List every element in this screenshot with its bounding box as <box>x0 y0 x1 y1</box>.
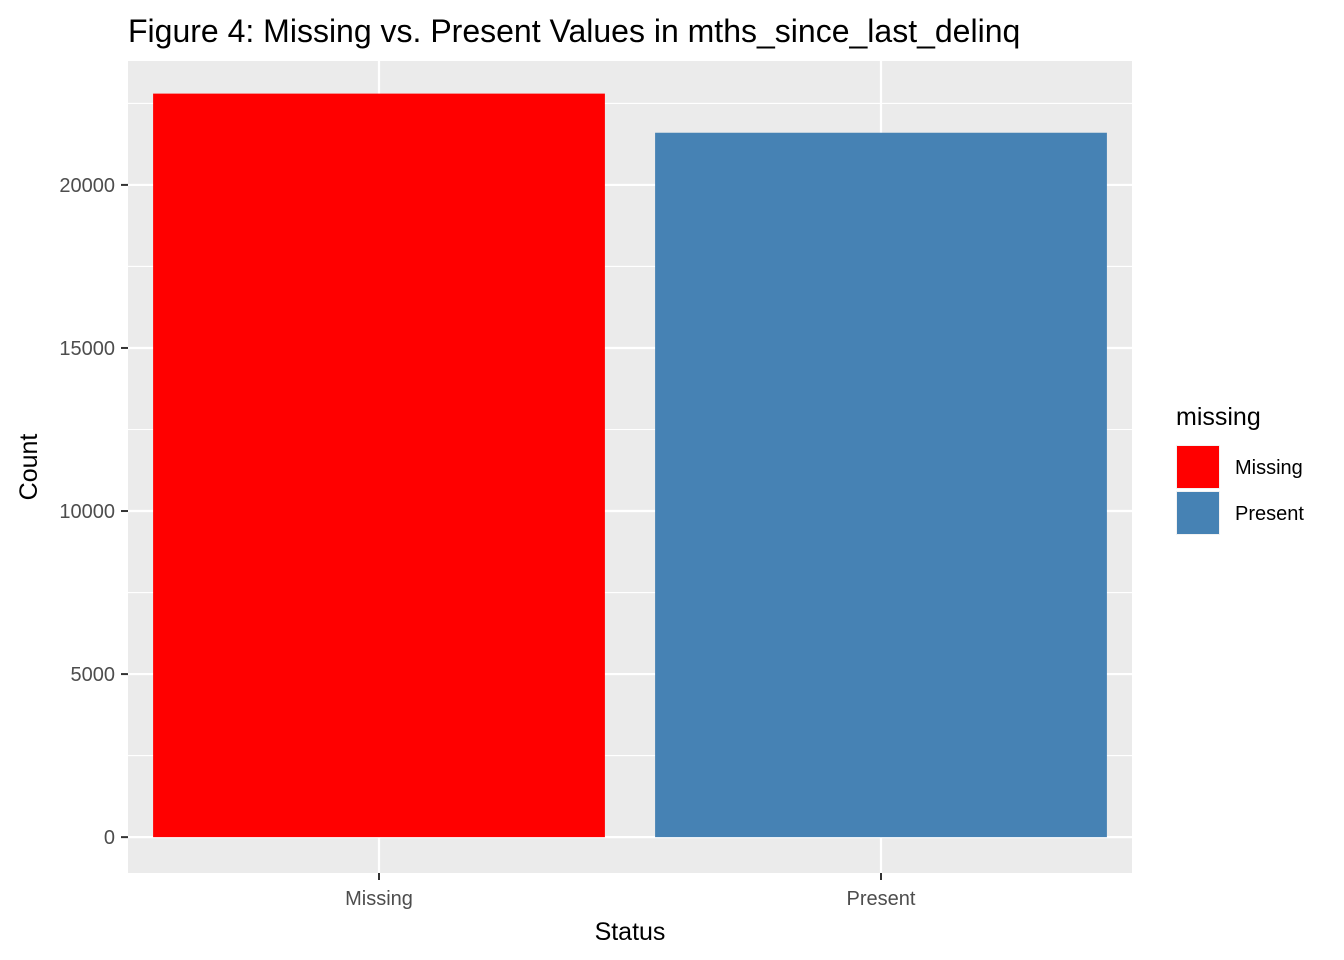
legend: missing Missing Present <box>1176 403 1304 535</box>
y-tick-label: 0 <box>104 827 115 849</box>
x-tick-label: Present <box>847 888 916 910</box>
legend-entries: Missing Present <box>1176 445 1304 535</box>
legend-key-swatch <box>1177 492 1219 534</box>
y-tick-label: 5000 <box>71 664 116 686</box>
x-axis-ticks: Missing Present <box>345 873 916 910</box>
legend-label: Missing <box>1235 457 1303 479</box>
bar-present <box>655 132 1107 838</box>
legend-key-swatch <box>1177 446 1219 488</box>
legend-label: Present <box>1235 503 1304 525</box>
y-tick-label: 15000 <box>59 338 115 360</box>
chart-title: Figure 4: Missing vs. Present Values in … <box>128 13 1020 49</box>
bar-missing <box>153 93 605 838</box>
x-tick-label: Missing <box>345 888 413 910</box>
bars <box>153 93 1107 838</box>
legend-title: missing <box>1176 403 1261 431</box>
x-axis-title: Status <box>595 918 666 946</box>
y-axis-title: Count <box>15 434 43 501</box>
y-tick-label: 10000 <box>59 501 115 523</box>
y-tick-label: 20000 <box>59 175 115 197</box>
y-axis-ticks: 0 5000 10000 15000 20000 <box>59 175 128 849</box>
